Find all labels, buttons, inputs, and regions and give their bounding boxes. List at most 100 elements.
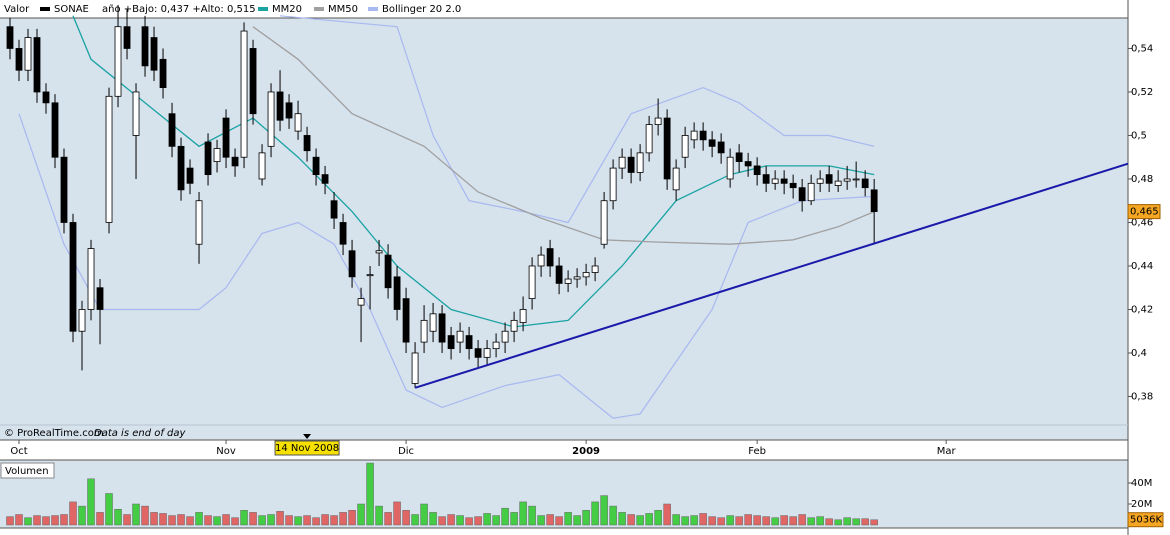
candle-body: [357, 298, 365, 306]
candle-body: [177, 145, 185, 191]
candle-body: [663, 117, 671, 180]
footer: © ProRealTime.com: [4, 428, 104, 439]
volume-bar: [60, 514, 68, 526]
volume-bar: [51, 515, 59, 526]
candle-body: [852, 178, 860, 181]
volume-bar: [546, 514, 554, 526]
legend-swatch: [368, 7, 378, 11]
volume-bar: [276, 511, 284, 526]
footer-note: Data is end of day: [94, 428, 187, 439]
x-tick-label: Oct: [10, 446, 27, 457]
candle-body: [105, 95, 113, 223]
candle-body: [348, 250, 356, 278]
candle-body: [492, 341, 500, 350]
legend-swatch: [258, 7, 268, 11]
candle-body: [636, 152, 644, 173]
legend-label: MM50: [328, 4, 358, 15]
candle-body: [510, 319, 518, 332]
volume-bar: [177, 514, 185, 526]
cursor-label: 14 Nov 2008: [275, 443, 339, 454]
volume-bar: [555, 516, 563, 526]
volume-bar: [96, 512, 104, 526]
legend-label: SONAE: [54, 4, 89, 15]
volume-bar: [186, 516, 194, 526]
candle-body: [240, 30, 248, 158]
candle-body: [78, 309, 86, 332]
y-tick-label: 0,38: [1131, 391, 1153, 402]
candle-body: [825, 174, 833, 184]
candle-body: [384, 254, 392, 289]
volume-bar: [141, 505, 149, 526]
candle-body: [429, 313, 437, 332]
trendline: [414, 162, 1129, 389]
candle-body: [600, 200, 608, 245]
candle-body: [564, 278, 572, 284]
volume-bar: [330, 515, 338, 526]
volume-bar: [744, 514, 752, 526]
candle-body: [15, 48, 23, 71]
y-tick-label: 0,52: [1131, 87, 1153, 98]
candle-body: [330, 200, 338, 219]
moving-average: [252, 26, 875, 245]
volume-bar: [672, 514, 680, 526]
candle-body: [789, 182, 797, 189]
candle-body: [861, 178, 869, 189]
volume-bar: [510, 512, 518, 526]
candle-body: [771, 178, 779, 184]
volume-bar: [807, 517, 815, 526]
cursor-arrow: [303, 434, 312, 439]
volume-bar: [366, 462, 374, 526]
candle-body: [609, 167, 617, 202]
volume-bar: [132, 503, 140, 526]
volume-bar: [285, 515, 293, 526]
candle-body: [402, 298, 410, 343]
candle-body: [60, 156, 68, 223]
candle-body: [123, 26, 131, 49]
price-marker: [1127, 204, 1161, 220]
candle-body: [753, 165, 761, 176]
candle-body: [447, 335, 455, 350]
candle-body: [546, 248, 554, 267]
candle-body: [294, 113, 302, 132]
candle-body: [375, 250, 383, 254]
legend-label: MM20: [272, 4, 302, 15]
volume-bar: [249, 512, 257, 526]
volume-bar: [105, 493, 113, 526]
candle-body: [420, 319, 428, 343]
volume-bar: [348, 510, 356, 526]
candle-body: [780, 178, 788, 184]
candle-body: [6, 26, 14, 49]
volume-marker: [1127, 512, 1164, 528]
bollinger-lower: [18, 113, 875, 419]
volume-bar: [762, 516, 770, 526]
volume-bar: [519, 501, 527, 526]
candle-body: [456, 330, 464, 343]
candle-body: [816, 178, 824, 184]
candle-body: [483, 348, 491, 358]
volume-bar: [789, 516, 797, 526]
candle-body: [168, 113, 176, 147]
candle-body: [870, 189, 878, 212]
candle-body: [672, 167, 680, 191]
candle-body: [411, 352, 419, 384]
volume-bar: [411, 514, 419, 526]
volume-bar: [429, 512, 437, 526]
candle-body: [312, 156, 320, 176]
candle-body: [681, 135, 689, 158]
candle-body: [690, 130, 698, 141]
volume-bar: [69, 501, 77, 526]
candle-body: [708, 139, 716, 147]
y-tick-label: 0,46: [1131, 217, 1153, 228]
candle-body: [33, 37, 41, 93]
candle-body: [339, 222, 347, 245]
candle-body: [42, 91, 50, 104]
volume-bar: [564, 512, 572, 526]
volume-bar: [87, 478, 95, 526]
candle-body: [87, 248, 95, 310]
volume-bar: [627, 514, 635, 526]
volume-bar: [645, 513, 653, 526]
candle-body: [528, 265, 536, 300]
candle-body: [519, 309, 527, 323]
y-tick-label: 0,54: [1131, 43, 1153, 54]
